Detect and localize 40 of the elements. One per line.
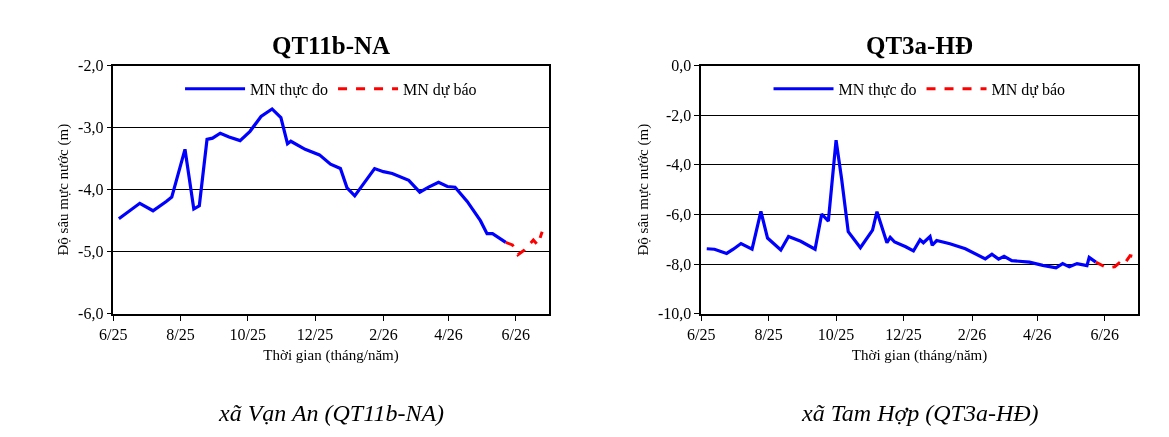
legend-label: MN thực đo (838, 80, 917, 98)
x-tick-label: 12/25 (885, 325, 922, 343)
x-tick-label: 4/26 (1023, 325, 1052, 343)
y-axis-title: Độ sâu mực nước (m) (634, 123, 652, 256)
x-tick-label: 6/26 (1090, 325, 1119, 343)
y-tick-label: -8,0 (665, 255, 692, 273)
y-tick-label: -6,0 (665, 206, 692, 224)
text: xã Vạn An (QT11b-NA) (218, 400, 445, 426)
line-series (705, 138, 1098, 270)
legend-label: MN dự báo (403, 80, 477, 98)
y-axis-title: Độ sâu mực nước (m) (54, 123, 72, 256)
x-axis-title: Thời gian (tháng/năm) (263, 347, 399, 365)
x-tick-label: 8/25 (754, 325, 783, 343)
x-tick-label: 12/25 (296, 325, 334, 343)
y-tick-label: -6,0 (78, 305, 104, 323)
y-tick-label: -4,0 (665, 156, 692, 174)
text: xã Tam Hợp (QT3a-HĐ) (801, 400, 1039, 426)
x-tick-label: 10/25 (229, 325, 267, 343)
legend-label: MN dự báo (991, 80, 1066, 98)
line-series (504, 230, 544, 257)
x-tick-label: 10/25 (817, 325, 855, 343)
x-axis-title: Thời gian (tháng/năm) (851, 347, 988, 365)
y-tick-label: -10,0 (657, 305, 692, 323)
chart-title: QT11b-NA (272, 32, 391, 59)
y-tick-label: -4,0 (78, 181, 104, 199)
x-tick-label: 2/26 (369, 325, 398, 343)
x-tick-label: 2/26 (957, 325, 987, 343)
x-tick-label: 6/26 (501, 325, 530, 343)
y-tick-label: -2,0 (78, 57, 104, 75)
x-tick-label: 6/25 (99, 325, 128, 343)
line-series (117, 107, 508, 244)
x-tick-label: 4/26 (434, 325, 463, 343)
y-tick-label: -5,0 (78, 243, 104, 261)
x-tick-label: 6/25 (687, 325, 716, 343)
x-tick-label: 8/25 (166, 325, 195, 343)
chart-title: QT3a-HĐ (866, 32, 973, 59)
y-tick-label: 0,0 (671, 57, 692, 75)
y-tick-label: -2,0 (665, 106, 692, 124)
legend-label: MN thực đo (250, 80, 329, 98)
y-tick-label: -3,0 (78, 119, 104, 137)
